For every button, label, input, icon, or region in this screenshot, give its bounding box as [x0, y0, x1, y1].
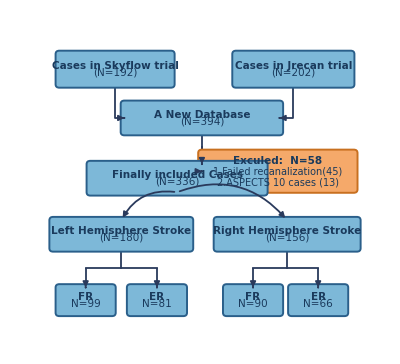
Text: N=66: N=66: [303, 298, 333, 309]
Text: (N=156): (N=156): [265, 233, 309, 243]
Text: A New Database: A New Database: [154, 110, 250, 119]
Text: Exculed:  N=58: Exculed: N=58: [233, 156, 322, 166]
Text: 1.Failed recanalization(45): 1.Failed recanalization(45): [213, 167, 342, 177]
FancyBboxPatch shape: [214, 217, 361, 252]
Text: FR: FR: [246, 292, 261, 302]
Text: (N=394): (N=394): [180, 116, 224, 126]
Text: Left Hemisphere Stroke: Left Hemisphere Stroke: [51, 226, 191, 236]
Text: Cases in Skyflow trial: Cases in Skyflow trial: [52, 61, 178, 71]
Text: Finally included Cases: Finally included Cases: [112, 170, 242, 180]
FancyBboxPatch shape: [288, 284, 348, 316]
FancyBboxPatch shape: [49, 217, 193, 252]
Text: 2.ASPECTS 10 cases (13): 2.ASPECTS 10 cases (13): [217, 177, 339, 187]
FancyBboxPatch shape: [121, 100, 283, 135]
Text: N=81: N=81: [142, 298, 172, 309]
FancyBboxPatch shape: [86, 161, 268, 195]
Text: N=90: N=90: [238, 298, 268, 309]
FancyBboxPatch shape: [198, 150, 358, 193]
Text: (N=180): (N=180): [99, 233, 144, 243]
FancyBboxPatch shape: [127, 284, 187, 316]
Text: Cases in Jrecan trial: Cases in Jrecan trial: [235, 61, 352, 71]
FancyBboxPatch shape: [223, 284, 283, 316]
FancyBboxPatch shape: [56, 51, 175, 88]
Text: N=99: N=99: [71, 298, 100, 309]
Text: ER: ER: [149, 292, 164, 302]
FancyBboxPatch shape: [232, 51, 354, 88]
Text: (N=202): (N=202): [271, 68, 316, 78]
Text: (N=336): (N=336): [155, 177, 199, 187]
Text: (N=192): (N=192): [93, 68, 137, 78]
Text: ER: ER: [310, 292, 326, 302]
Text: FR: FR: [78, 292, 93, 302]
Text: Right Hemisphere Stroke: Right Hemisphere Stroke: [213, 226, 361, 236]
FancyBboxPatch shape: [56, 284, 116, 316]
